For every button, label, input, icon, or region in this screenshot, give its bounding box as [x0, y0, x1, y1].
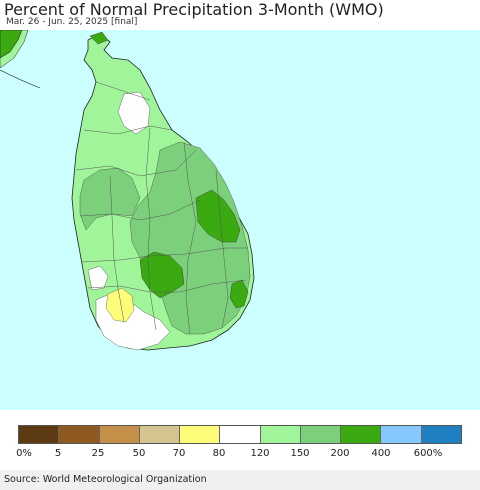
map-subtitle: Mar. 26 - Jun. 25, 2025 [final] — [6, 17, 138, 27]
legend-tick: 25 — [91, 448, 105, 459]
color-legend — [18, 425, 462, 444]
map-title: Percent of Normal Precipitation 3-Month … — [4, 0, 384, 19]
legend-tick: 400 — [371, 448, 391, 459]
legend-tick: 70 — [172, 448, 186, 459]
zone-200-north-tip — [89, 31, 109, 45]
legend-swatch — [19, 426, 60, 443]
legend-swatch — [381, 426, 422, 443]
legend-swatch — [220, 426, 261, 443]
legend-tick: 0% — [16, 448, 32, 459]
legend-swatch — [260, 426, 301, 443]
zone-normal-southwest — [87, 265, 109, 291]
legend-tick: 120 — [250, 448, 270, 459]
legend-swatch — [59, 426, 100, 443]
source-text: Source: World Meteorological Organizatio… — [4, 474, 207, 485]
zone-200-central — [139, 251, 185, 299]
zone-below-normal — [105, 287, 135, 323]
legend-swatch — [180, 426, 221, 443]
sri-lanka-map-svg — [0, 30, 255, 351]
india-coast-strip — [0, 30, 29, 69]
source-bar: Source: World Meteorological Organizatio… — [0, 470, 480, 490]
legend-tick: 150 — [290, 448, 310, 459]
legend-tick: 80 — [212, 448, 226, 459]
legend-swatch — [300, 426, 342, 443]
legend-swatch — [341, 426, 382, 443]
legend-tick: 5 — [54, 448, 62, 459]
legend-swatch — [139, 426, 181, 443]
india-coastline-curve — [0, 69, 41, 89]
legend-tick: 200 — [330, 448, 350, 459]
zone-200-southeast — [229, 279, 249, 309]
legend-swatch — [99, 426, 140, 443]
district-boundaries — [75, 81, 248, 335]
zone-normal-north — [117, 91, 151, 135]
legend-ticks: 0% 5 25 50 70 80 120 150 200 400 600% — [0, 448, 480, 462]
legend-swatch — [421, 426, 461, 443]
legend-tick: 50 — [132, 448, 146, 459]
zone-150-west — [79, 167, 141, 231]
precipitation-map — [0, 30, 480, 410]
legend-tick: 600% — [413, 448, 443, 459]
